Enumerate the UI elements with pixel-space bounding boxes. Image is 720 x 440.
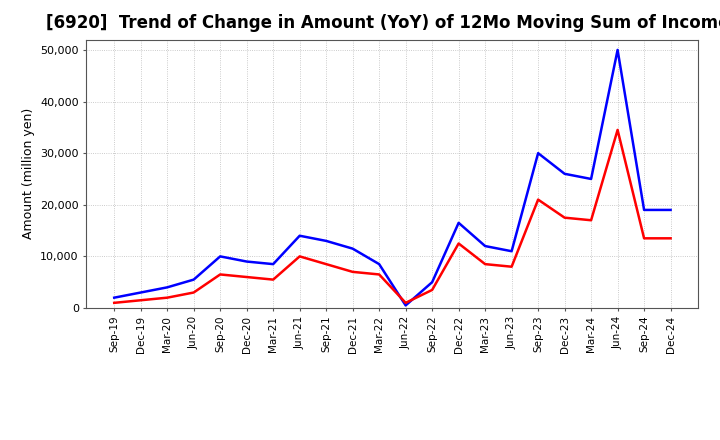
Ordinary Income <box>534 150 542 156</box>
Ordinary Income <box>269 261 277 267</box>
Ordinary Income <box>508 249 516 254</box>
Ordinary Income <box>481 243 490 249</box>
Ordinary Income <box>110 295 119 301</box>
Ordinary Income <box>401 303 410 308</box>
Line: Ordinary Income: Ordinary Income <box>114 50 670 305</box>
Line: Net Income: Net Income <box>114 130 670 303</box>
Ordinary Income <box>216 254 225 259</box>
Y-axis label: Amount (million yen): Amount (million yen) <box>22 108 35 239</box>
Ordinary Income <box>454 220 463 225</box>
Net Income <box>243 275 251 280</box>
Net Income <box>613 127 622 132</box>
Ordinary Income <box>163 285 171 290</box>
Net Income <box>295 254 304 259</box>
Ordinary Income <box>428 279 436 285</box>
Net Income <box>375 272 384 277</box>
Net Income <box>322 261 330 267</box>
Net Income <box>401 300 410 305</box>
Title: [6920]  Trend of Change in Amount (YoY) of 12Mo Moving Sum of Incomes: [6920] Trend of Change in Amount (YoY) o… <box>45 15 720 33</box>
Net Income <box>481 261 490 267</box>
Net Income <box>110 300 119 305</box>
Net Income <box>666 236 675 241</box>
Ordinary Income <box>322 238 330 244</box>
Ordinary Income <box>243 259 251 264</box>
Net Income <box>163 295 171 301</box>
Ordinary Income <box>375 261 384 267</box>
Net Income <box>534 197 542 202</box>
Net Income <box>508 264 516 269</box>
Ordinary Income <box>136 290 145 295</box>
Net Income <box>348 269 357 275</box>
Net Income <box>428 287 436 293</box>
Net Income <box>136 297 145 303</box>
Ordinary Income <box>613 47 622 52</box>
Net Income <box>269 277 277 282</box>
Net Income <box>587 218 595 223</box>
Ordinary Income <box>560 171 569 176</box>
Net Income <box>560 215 569 220</box>
Net Income <box>189 290 198 295</box>
Ordinary Income <box>295 233 304 238</box>
Net Income <box>640 236 649 241</box>
Ordinary Income <box>348 246 357 251</box>
Net Income <box>216 272 225 277</box>
Ordinary Income <box>666 207 675 213</box>
Ordinary Income <box>587 176 595 182</box>
Ordinary Income <box>640 207 649 213</box>
Net Income <box>454 241 463 246</box>
Ordinary Income <box>189 277 198 282</box>
